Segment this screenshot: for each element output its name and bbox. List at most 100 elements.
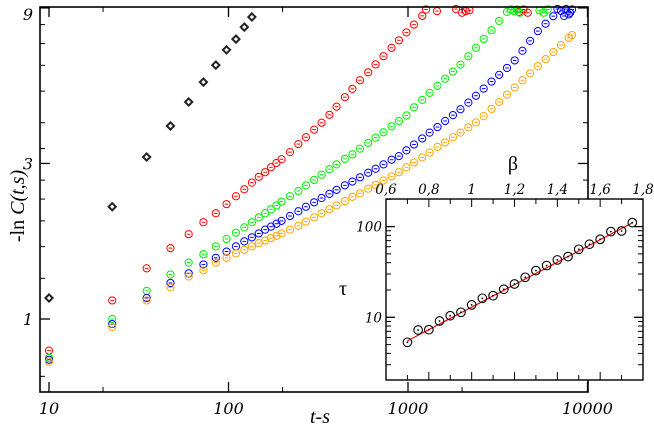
inset-data-point bbox=[552, 255, 563, 265]
inset-y-tick-label: 10 bbox=[365, 310, 383, 326]
data-point-diamond bbox=[165, 120, 176, 131]
data-point bbox=[247, 233, 256, 242]
inset-data-point-center bbox=[502, 288, 505, 291]
data-point-circle bbox=[247, 218, 256, 227]
data-point-circle bbox=[364, 168, 373, 177]
data-point bbox=[567, 30, 577, 40]
inset-data-point-circle bbox=[606, 226, 616, 237]
data-point-diamond bbox=[107, 201, 118, 212]
y-tick-label: 3 bbox=[23, 154, 33, 173]
data-point-circle bbox=[266, 163, 276, 172]
inset-data-point-circle bbox=[563, 251, 573, 262]
data-point-circle bbox=[254, 229, 263, 238]
data-point bbox=[421, 5, 431, 14]
inset-data-point bbox=[509, 279, 520, 289]
data-point-circle bbox=[348, 150, 357, 159]
data-point bbox=[371, 180, 380, 189]
data-point-circle bbox=[254, 213, 263, 222]
inset-data-point bbox=[477, 293, 488, 304]
data-point-circle bbox=[387, 155, 396, 164]
data-point bbox=[456, 60, 465, 69]
data-point bbox=[222, 247, 231, 256]
data-point bbox=[231, 242, 241, 251]
data-point-circle bbox=[285, 148, 295, 157]
inset-data-point-center bbox=[631, 221, 634, 224]
data-point-circle bbox=[409, 158, 419, 167]
inset-data-point-center bbox=[524, 276, 527, 279]
inset-data-point-circle bbox=[595, 234, 606, 245]
inset-y-axis-title: τ bbox=[339, 278, 347, 300]
main-plot: 10 100 1000 10000 1 3 9 t-s -ln C(t,s) bbox=[7, 4, 613, 428]
data-point bbox=[142, 293, 151, 303]
series-black bbox=[43, 11, 257, 304]
data-point bbox=[254, 229, 263, 238]
inset-data-point-center bbox=[620, 230, 623, 232]
data-point-circle bbox=[549, 47, 558, 57]
data-point bbox=[355, 76, 365, 85]
data-point-circle bbox=[371, 164, 380, 173]
data-point-circle bbox=[371, 60, 380, 69]
inset-x-tick-label: 1,2 bbox=[504, 182, 525, 198]
data-point-circle bbox=[518, 46, 527, 55]
data-point bbox=[402, 163, 411, 172]
y-axis-title: -ln C(t,s) bbox=[7, 170, 29, 243]
data-point bbox=[394, 168, 404, 177]
data-point-circle bbox=[379, 176, 388, 185]
data-point-circle bbox=[479, 34, 488, 44]
inset-data-point-circle bbox=[434, 316, 445, 326]
data-point-diamond bbox=[210, 60, 221, 71]
data-point bbox=[294, 186, 303, 196]
data-point bbox=[240, 245, 249, 254]
inset-data-point-center bbox=[470, 303, 473, 306]
data-point bbox=[387, 172, 396, 181]
data-point-circle bbox=[556, 41, 566, 50]
data-point bbox=[222, 200, 231, 209]
data-point bbox=[211, 209, 220, 218]
data-point bbox=[317, 118, 326, 127]
y-tick-label: 9 bbox=[23, 5, 33, 24]
data-point-circle bbox=[409, 103, 419, 112]
data-point bbox=[184, 272, 193, 281]
inset-data-point-circle bbox=[498, 284, 509, 295]
data-point-circle bbox=[247, 233, 256, 242]
data-point-circle bbox=[394, 168, 404, 177]
data-point-circle bbox=[448, 67, 458, 76]
data-point bbox=[184, 230, 193, 239]
data-point bbox=[166, 278, 175, 288]
inset-data-point-circle bbox=[445, 310, 456, 321]
data-point-circle bbox=[325, 165, 334, 174]
inset-data-point-center bbox=[406, 341, 409, 344]
data-point-circle bbox=[451, 4, 461, 14]
data-point-circle bbox=[317, 209, 326, 218]
inset-data-point-center bbox=[609, 230, 612, 233]
data-point bbox=[348, 177, 357, 186]
data-point bbox=[355, 144, 365, 153]
data-point bbox=[425, 128, 434, 137]
data-point-circle bbox=[277, 216, 286, 225]
data-point-circle bbox=[549, 12, 558, 21]
data-point-circle bbox=[184, 258, 193, 267]
data-point-circle bbox=[332, 160, 341, 169]
data-point bbox=[199, 260, 208, 269]
data-point bbox=[340, 154, 349, 163]
data-point-circle bbox=[301, 181, 311, 190]
data-point-circle bbox=[294, 186, 303, 196]
data-point-circle bbox=[142, 264, 151, 273]
data-point-circle bbox=[108, 322, 117, 332]
data-point bbox=[394, 116, 404, 126]
inset-data-point-circle bbox=[423, 324, 434, 335]
data-point bbox=[317, 193, 326, 203]
data-point-circle bbox=[502, 90, 512, 99]
data-point bbox=[515, 8, 524, 17]
data-point-circle bbox=[487, 104, 496, 114]
inset-data-point bbox=[498, 284, 509, 295]
data-point-circle bbox=[211, 242, 220, 251]
inset-data-point-circle bbox=[456, 307, 466, 318]
data-point bbox=[433, 81, 442, 90]
inset-tick-labels: 0,6 0,8 1 1,2 1,4 1,6 1,8 10 100 bbox=[356, 182, 654, 326]
data-point bbox=[479, 84, 488, 93]
data-point bbox=[231, 249, 241, 258]
data-point bbox=[464, 52, 473, 61]
data-point-diamond bbox=[43, 292, 55, 304]
data-point-circle bbox=[294, 221, 303, 231]
